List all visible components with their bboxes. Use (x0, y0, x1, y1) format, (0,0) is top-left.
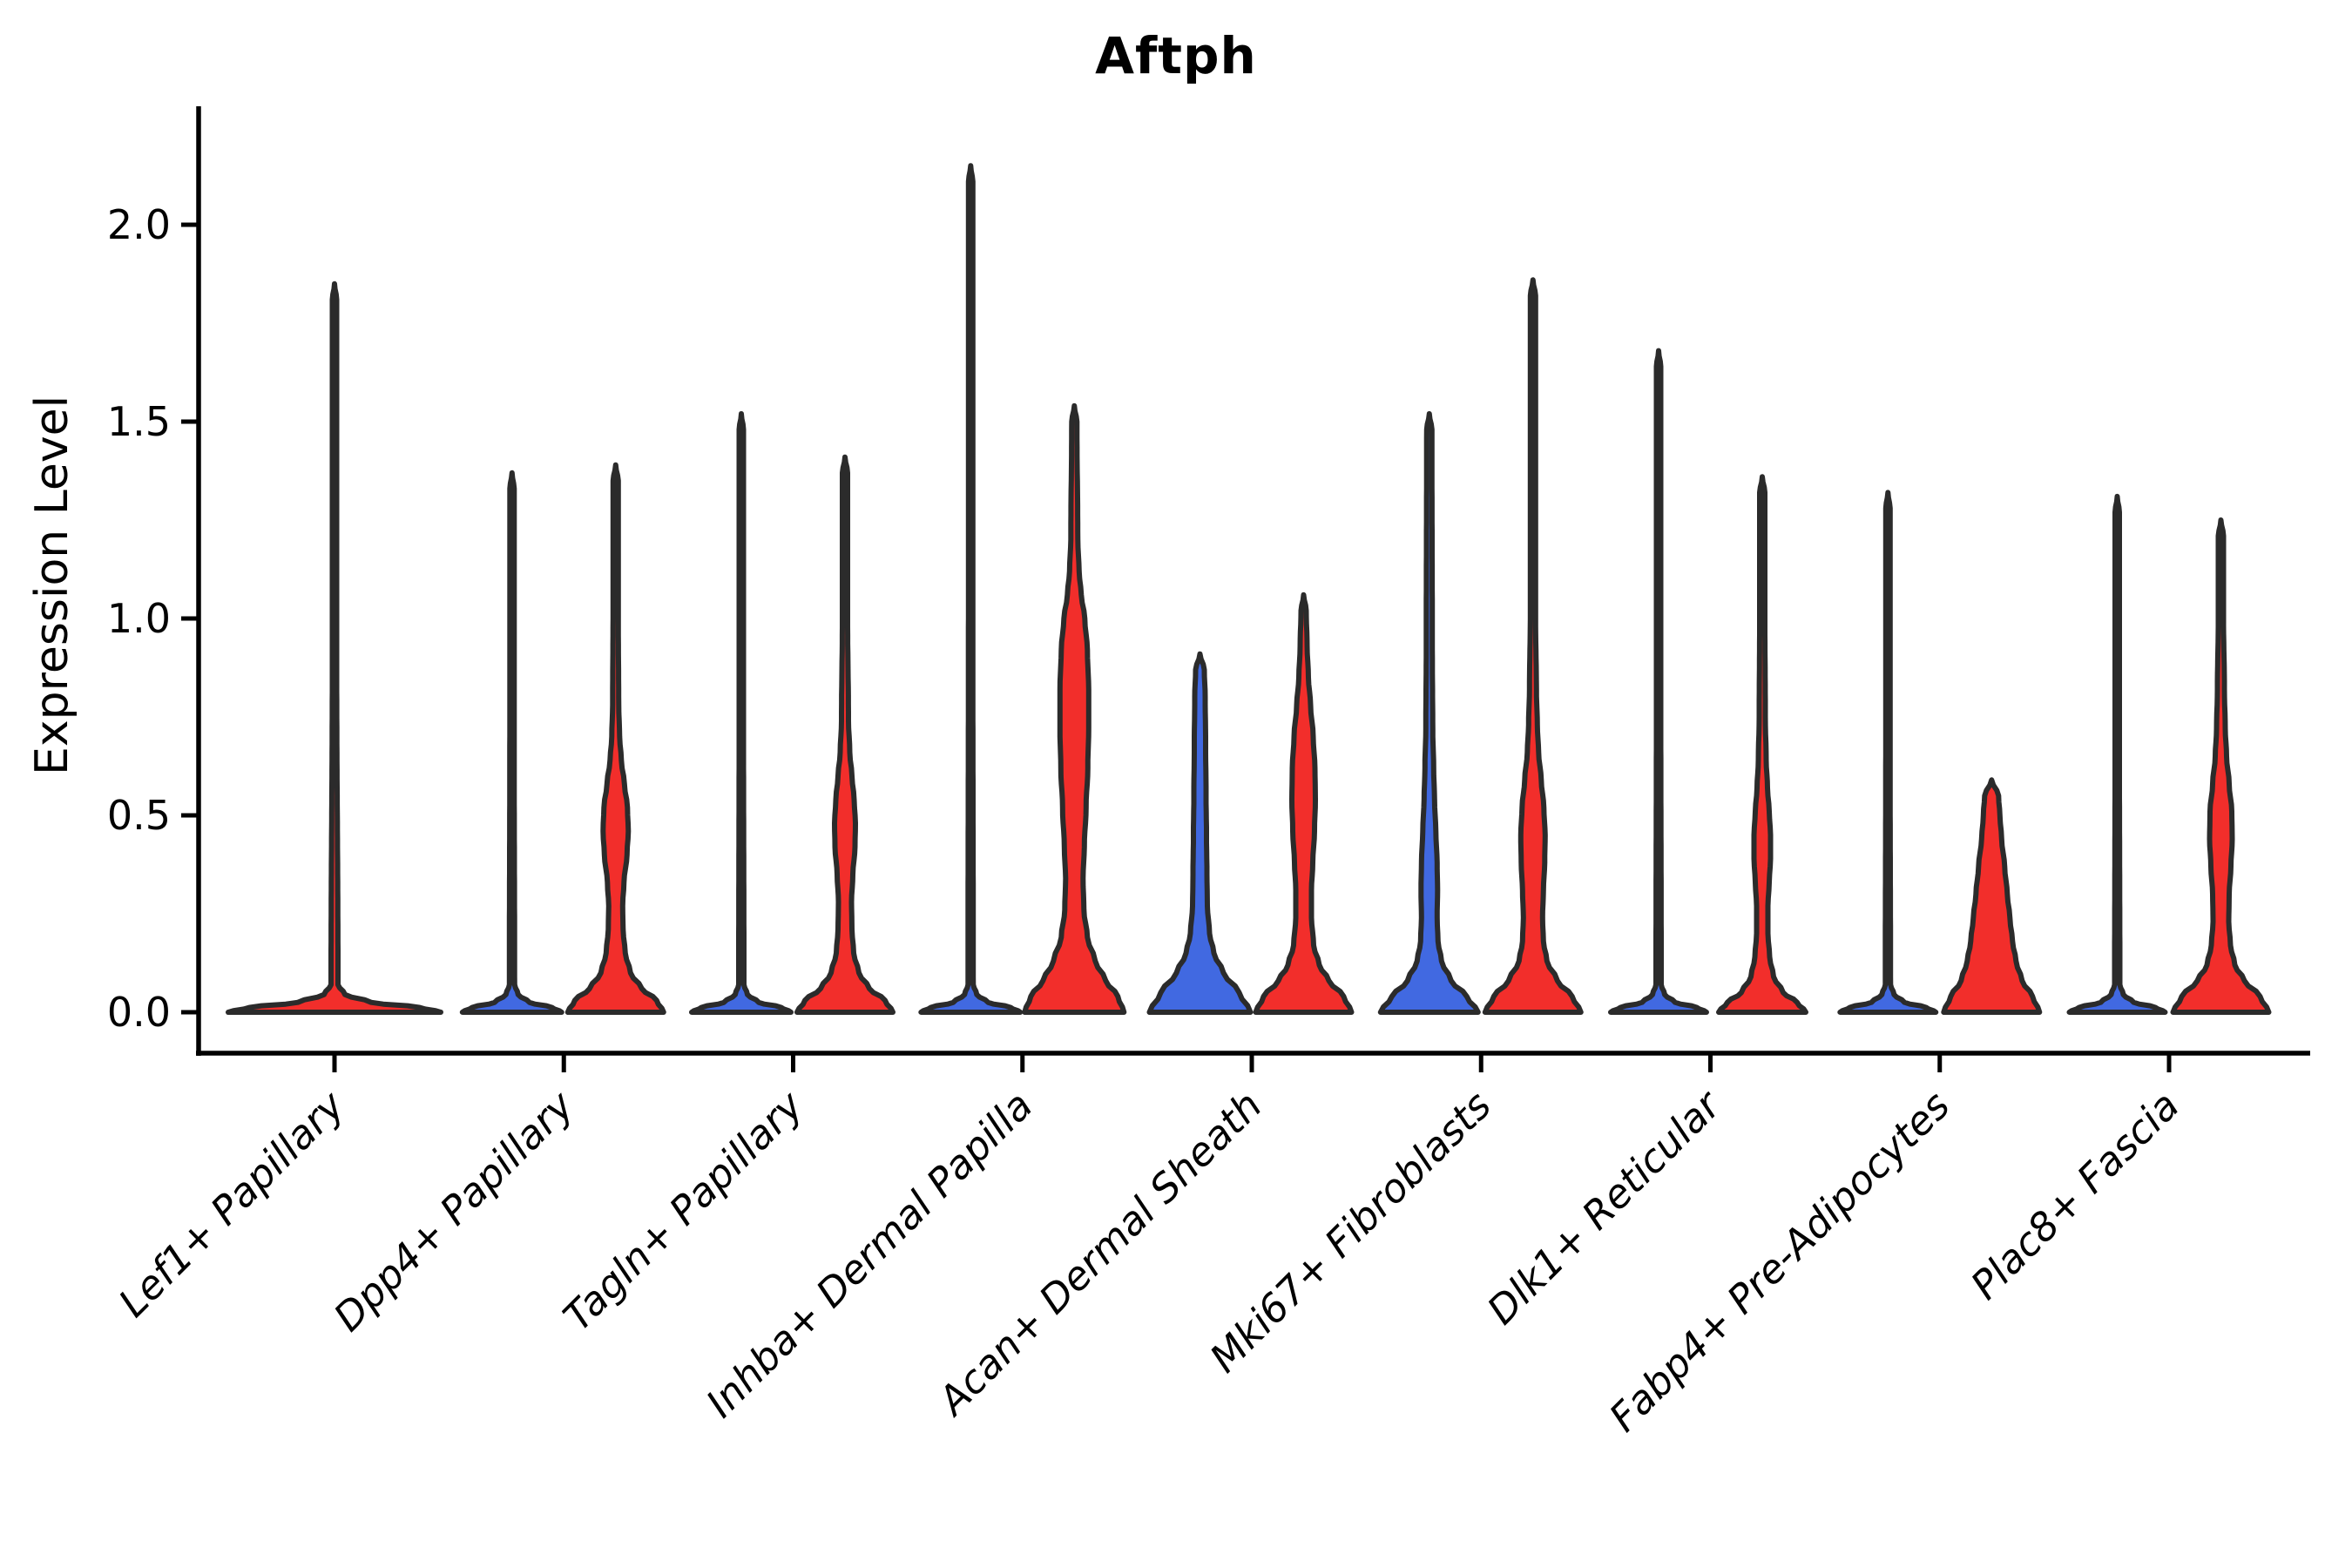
x-tick-label-2: Tagln+ Papillary (554, 1081, 813, 1340)
violin-6-right (1716, 474, 1808, 1015)
violin-4-left (1146, 651, 1254, 1015)
violin-5-left (1377, 411, 1481, 1015)
x-tick-label-6: Dlk1+ Reticular (1478, 1081, 1731, 1334)
y-tick-label: 0.0 (107, 989, 171, 1036)
violin-8-left (2066, 493, 2168, 1015)
violin-3-left (918, 163, 1024, 1015)
x-tick-label-8: Plac8+ Fascia (1962, 1082, 2188, 1308)
y-tick-label: 1.0 (107, 595, 171, 642)
violin-2-left (689, 411, 794, 1015)
violin-1-left (459, 470, 564, 1015)
x-tick-label-0: Lef1+ Papillary (110, 1081, 355, 1326)
violin-8-right (2170, 517, 2272, 1015)
violin-7-right (1941, 777, 2043, 1015)
violin-3-right (1022, 402, 1127, 1015)
violin-6-left (1608, 348, 1709, 1015)
violin-5-right (1482, 277, 1584, 1015)
y-tick-label: 2.0 (107, 201, 171, 248)
chart-title: Aftph (1095, 26, 1257, 85)
x-tick-label-1: Dpp4+ Papillary (325, 1081, 584, 1340)
violin-2-right (794, 454, 896, 1015)
violin-4-right (1253, 591, 1355, 1015)
violin-0-center (226, 280, 443, 1015)
y-tick-label: 1.5 (107, 398, 171, 445)
violins-layer (226, 163, 2272, 1015)
violin-7-left (1837, 490, 1939, 1015)
violin-1-right (564, 462, 666, 1015)
y-tick-label: 0.5 (107, 792, 171, 839)
